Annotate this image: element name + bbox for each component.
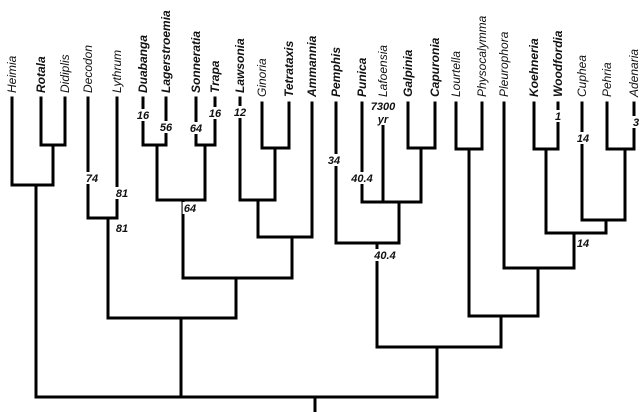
taxon-label: Ginoria <box>255 58 269 97</box>
taxon-label: Tetrataxis <box>282 40 296 97</box>
taxon-label: Duabanga <box>136 35 150 93</box>
age-label: 64 <box>184 203 196 215</box>
age-label: 3 <box>633 117 639 129</box>
taxon-label: Capuronia <box>428 37 442 97</box>
taxon-label: Decodon <box>81 45 95 93</box>
age-label-bg <box>553 110 563 122</box>
taxon-label: Sonneratia <box>189 31 203 93</box>
taxon-label: Pehria <box>600 62 614 97</box>
age-label: 56 <box>160 122 173 134</box>
age-label: 1 <box>555 111 561 123</box>
age-label: 14 <box>577 133 589 145</box>
age-label-bg <box>188 122 204 134</box>
age-label-bg <box>84 172 100 184</box>
taxon-label: Lourtella <box>449 51 463 97</box>
age-label-bg <box>182 202 198 214</box>
taxon-label: Ammannia <box>305 35 319 98</box>
taxon-label: Koehneria <box>527 38 541 97</box>
taxon-label: Pleurophora <box>497 31 511 97</box>
taxon-label: Heimia <box>5 55 19 93</box>
age-label-bg <box>207 107 223 119</box>
age-label-bg <box>158 121 174 133</box>
taxon-label: Didiplis <box>58 54 72 93</box>
age-label: 34 <box>328 155 340 167</box>
taxon-label: Galpinia <box>401 49 415 97</box>
taxon-label: Lawsonia <box>233 38 247 93</box>
age-label-bg <box>575 132 591 144</box>
age-label-bg <box>114 222 130 234</box>
age-label-bg <box>371 249 399 261</box>
taxon-label: Lythrum <box>110 50 124 93</box>
taxon-label: Trapa <box>208 60 222 93</box>
age-label: 16 <box>137 110 150 122</box>
taxon-label: Punica <box>355 57 369 97</box>
age-label-bg <box>135 109 151 121</box>
age-label: 81 <box>116 223 128 235</box>
age-label-bg <box>631 116 640 128</box>
age-label: 81 <box>116 188 128 200</box>
age-label-bg <box>371 102 395 112</box>
taxon-label: Lagerstroemia <box>159 10 173 93</box>
age-label-bg <box>376 115 390 125</box>
taxon-label: Cuphea <box>575 55 589 97</box>
age-label: 74 <box>86 173 98 185</box>
age-label: 64 <box>190 123 202 135</box>
taxon-label: Rotala <box>34 56 48 93</box>
age-label-bg <box>575 237 591 249</box>
age-label: 7300 <box>371 101 396 113</box>
age-label: 16 <box>209 108 222 120</box>
taxon-label: Adenaria <box>627 49 640 98</box>
age-label: yr <box>377 114 389 126</box>
age-label: 40.4 <box>350 173 372 185</box>
age-label-bg <box>232 106 248 118</box>
taxon-label: Pemphis <box>329 47 343 97</box>
taxon-label: Lafoensia <box>376 45 390 97</box>
age-label-bg <box>348 172 376 184</box>
age-label: 40.4 <box>373 250 395 262</box>
taxon-label: Physocalymma <box>475 15 489 97</box>
age-label-bg <box>326 154 342 166</box>
age-label: 14 <box>577 238 589 250</box>
age-label: 12 <box>234 107 246 119</box>
taxon-label: Woodfordia <box>551 30 565 97</box>
age-label-bg <box>114 187 130 199</box>
